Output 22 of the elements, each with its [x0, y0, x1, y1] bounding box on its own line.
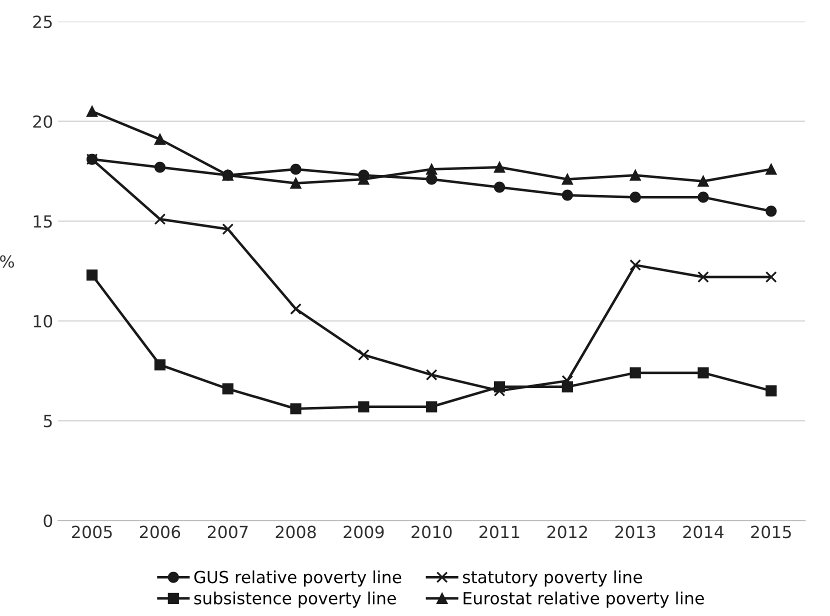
x-tick-label: 2008: [276, 526, 316, 538]
x-tick-label: 2012: [547, 526, 587, 538]
legend-label: GUS relative poverty line: [194, 570, 402, 587]
x-tick-label: 2010: [412, 526, 452, 538]
legend-label: statutory poverty line: [462, 570, 642, 587]
x-tick-label: 2006: [140, 526, 180, 538]
x-tick-label: 2009: [344, 526, 384, 538]
x-tick-label: 2011: [480, 526, 520, 538]
y-tick-label: 0: [44, 514, 52, 528]
x-tick-label: 2014: [683, 526, 724, 538]
x-tick-label: 2007: [208, 526, 248, 538]
y-tick-label: 5: [44, 414, 52, 428]
y-axis-title: %: [0, 255, 14, 268]
y-tick-label: 10: [34, 314, 52, 328]
y-tick-label: 25: [33, 16, 52, 28]
legend-label: subsistence poverty line: [194, 592, 396, 608]
y-tick-label: 15: [34, 215, 52, 228]
x-tick-label: 2005: [72, 526, 112, 538]
legend-label: Eurostat relative poverty line: [464, 592, 704, 608]
y-tick-label: 20: [33, 115, 52, 128]
x-tick-label: 2013: [615, 526, 656, 538]
x-tick-label: 2015: [751, 526, 791, 538]
